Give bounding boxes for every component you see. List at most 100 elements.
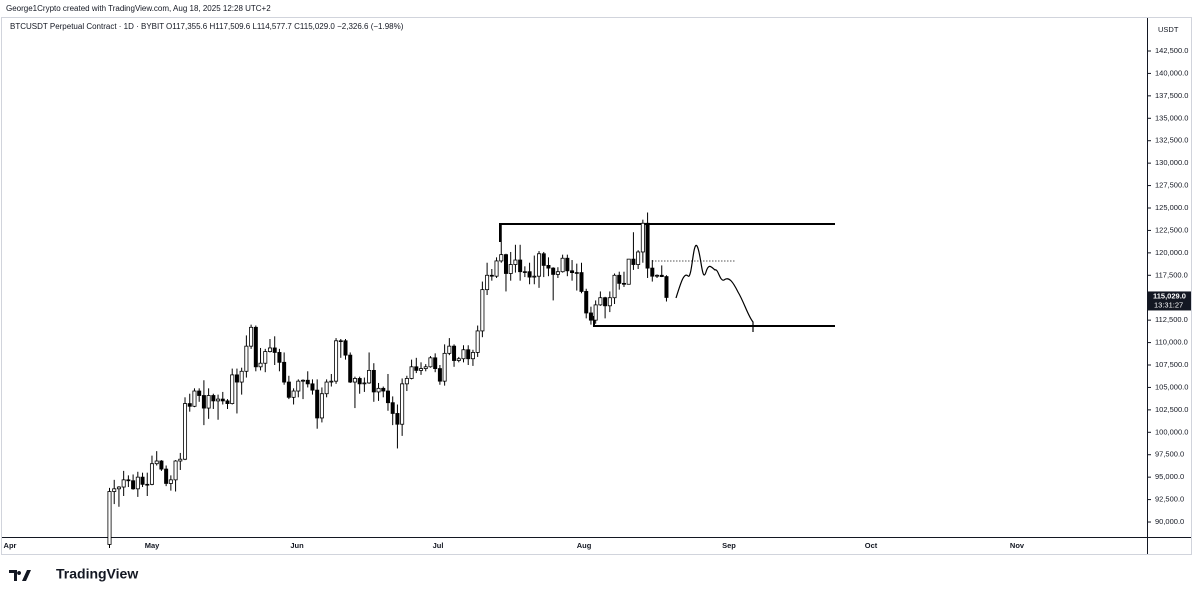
y-tick-label: 90,000.0 [1155,517,1184,526]
candle-body [508,264,513,274]
candle-body [225,400,230,404]
candle-body [319,393,324,419]
candle-body [546,265,551,269]
candle-body [282,361,287,383]
candle-body [126,479,131,482]
y-tick-label: 110,000.0 [1155,338,1188,347]
x-tick-label: May [145,541,160,550]
candle-body [385,390,390,404]
candle-body [659,274,664,277]
candle-body [584,291,589,314]
candle-body [140,476,145,485]
candle-body [305,379,310,385]
candle-body [371,369,376,393]
candle-body [409,366,414,379]
candle-body [234,374,239,383]
candle-body [258,362,263,368]
candle-body [579,272,584,292]
candle-body [433,357,438,369]
candle-body [253,326,258,368]
x-tick-label: Aug [577,541,592,550]
candle-body [116,486,121,490]
candle-body [461,349,466,360]
countdown: 13:31:27 [1154,300,1183,309]
candle-body [367,369,372,384]
candle-body [650,267,655,277]
candle-body [121,479,126,488]
candle-body [249,326,254,347]
y-tick-label: 112,500.0 [1155,315,1188,324]
ohlc: O117,355.6 H117,509.6 L114,577.7 C115,02… [166,22,404,31]
candle-body [423,366,428,369]
candle-body [376,387,381,393]
candle-body [631,258,636,265]
candle-body [541,253,546,266]
y-tick-label: 95,000.0 [1155,472,1184,481]
candle-body [551,267,556,275]
y-tick-label: 130,000.0 [1155,158,1188,167]
candle-body [470,352,475,360]
candle-body [211,395,216,402]
last-price-label: 115,029.0 [1153,291,1186,300]
candle-body [324,381,329,395]
candle-body [230,374,235,404]
candle-body [636,251,641,265]
candle-body [206,395,211,409]
candle-body [664,276,669,298]
candle-body [466,349,471,360]
candle-body [442,352,447,382]
candle-body [428,357,433,368]
candle-body [560,257,565,273]
y-tick-label: 107,500.0 [1155,360,1188,369]
candle-body [362,382,367,385]
candle-body [187,403,192,407]
y-tick-label: 132,500.0 [1155,136,1188,145]
candle-body [112,488,117,492]
candle-body [329,380,334,383]
candle-body [277,352,282,363]
candle-body [239,370,244,383]
x-tick-label: Jun [290,541,304,550]
candle-body [343,340,348,356]
candle-body [154,460,159,465]
candle-body [603,297,608,307]
x-tick-label: Jul [433,541,444,550]
candle-body [183,403,188,460]
candle-body [640,222,645,253]
candle-body [617,274,622,284]
range-top [499,223,835,242]
x-tick-label: Nov [1010,541,1025,550]
candle-body [607,297,612,307]
candle-body [192,390,197,407]
projection-path [675,245,754,332]
y-tick-label: 117,500.0 [1155,270,1188,279]
candle-body [447,345,452,354]
candle-body [173,460,178,481]
candle-body [598,297,603,306]
candle-body [574,272,579,274]
candle-body [537,253,542,277]
candle-body [201,395,206,409]
candle-body [357,378,362,385]
candle-body [272,347,277,353]
candle-body [480,289,485,332]
y-tick-label: 125,000.0 [1155,203,1188,212]
x-tick-label: Apr [4,541,17,550]
candle-body [291,390,296,398]
candle-body [503,254,508,274]
candle-body [419,368,424,371]
candle-body [296,380,301,392]
candle-body [513,259,518,265]
candle-body [588,312,593,321]
y-tick-label: 140,000.0 [1155,68,1188,77]
candle-body [655,274,660,277]
candle-body [168,479,173,484]
candle-body [149,463,154,485]
y-tick-label: 100,000.0 [1155,427,1188,436]
candle-body [593,304,598,321]
y-tick-label: 92,500.0 [1155,495,1184,504]
candle-body [626,258,631,285]
y-tick-label: 127,500.0 [1155,181,1188,190]
candle-body [532,275,537,278]
candle-body [267,347,272,352]
